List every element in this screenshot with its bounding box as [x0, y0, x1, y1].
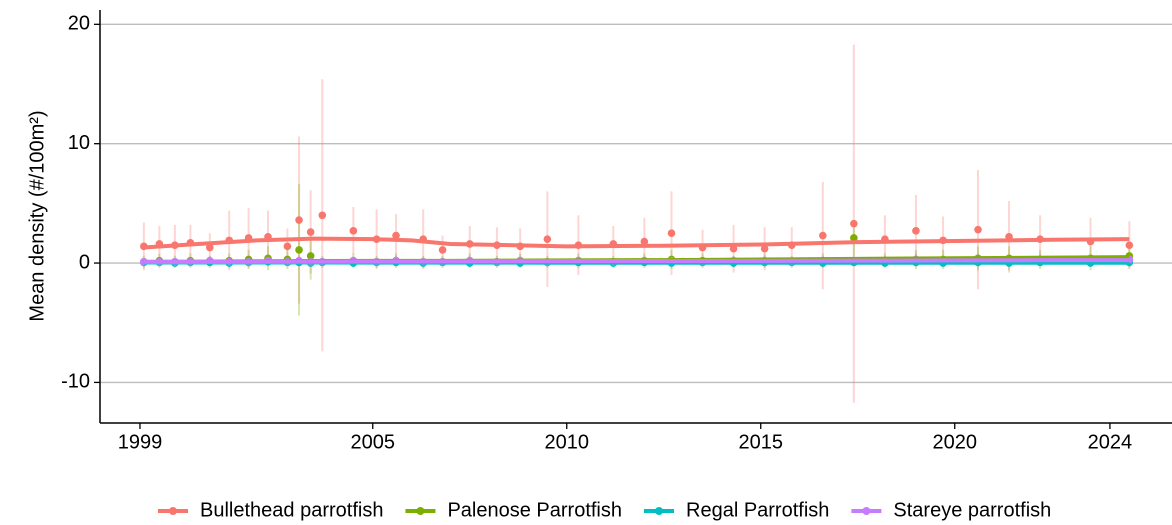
legend-swatch-dot — [169, 507, 177, 515]
x-tick-label: 2020 — [932, 431, 977, 453]
point — [306, 252, 315, 260]
point — [283, 242, 292, 251]
x-tick-label: 2015 — [738, 431, 783, 453]
point — [295, 216, 303, 224]
legend-label: Bullethead parrotfish — [200, 499, 383, 521]
y-tick-label: 10 — [68, 132, 90, 154]
x-tick-label: 2005 — [351, 431, 396, 453]
legend-label: Regal Parrotfish — [686, 499, 829, 521]
point — [392, 231, 400, 240]
y-axis-label: Mean density (#/100m²) — [26, 110, 48, 321]
legend-swatch-dot — [655, 507, 663, 515]
point — [205, 243, 214, 252]
legend-label: Palenose Parrotfish — [447, 499, 622, 521]
point — [349, 227, 358, 235]
trend-line — [143, 236, 1130, 250]
y-tick-label: 20 — [68, 13, 90, 35]
x-tick-label: 1999 — [118, 431, 163, 453]
point — [543, 235, 552, 243]
point — [306, 228, 315, 236]
legend-swatch-dot — [862, 507, 871, 515]
point — [667, 229, 676, 238]
point — [850, 234, 858, 242]
point — [974, 225, 982, 234]
x-tick-label: 2010 — [544, 431, 589, 453]
point — [760, 244, 769, 253]
point — [318, 211, 327, 220]
point — [438, 246, 447, 254]
point — [819, 231, 827, 240]
x-tick-label: 2024 — [1088, 431, 1133, 453]
point — [850, 219, 858, 228]
y-tick-label: -10 — [61, 371, 90, 393]
point — [295, 246, 303, 254]
point — [640, 237, 649, 246]
legend-label: Stareye parrotfish — [893, 499, 1051, 521]
legend-swatch-dot — [416, 507, 425, 515]
point — [1125, 241, 1134, 249]
trend-line — [143, 258, 1130, 264]
y-tick-label: 0 — [79, 251, 90, 273]
point — [912, 227, 920, 235]
